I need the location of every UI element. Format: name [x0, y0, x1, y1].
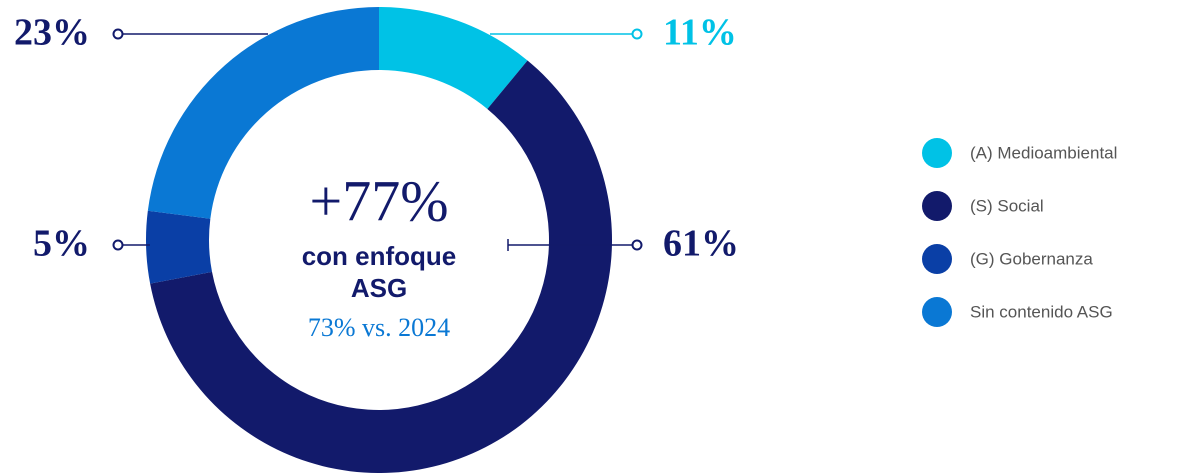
callout-dot [112, 28, 124, 40]
donut-segment [150, 60, 613, 474]
donut-segment [379, 7, 528, 110]
value-label: 11% [663, 12, 737, 54]
legend-swatch [922, 138, 952, 168]
callout-dot [631, 28, 643, 40]
donut-segment [145, 210, 213, 284]
value-label: 5% [33, 223, 90, 265]
legend-swatch [922, 191, 952, 221]
center-headline: +77% [309, 168, 448, 233]
legend-swatch [922, 297, 952, 327]
legend-label: (G) Gobernanza [970, 249, 1093, 268]
legend-label: (A) Medioambiental [970, 143, 1117, 162]
center-text: con enfoque [302, 241, 457, 271]
legend-label: (S) Social [970, 196, 1044, 215]
value-label: 23% [14, 12, 90, 54]
legend-swatch [922, 244, 952, 274]
center-text: ASG [351, 273, 407, 303]
donut-segment [147, 7, 379, 219]
callout-dot [631, 239, 643, 251]
callout-dot [112, 239, 124, 251]
center-comparison: 73% vs. 2024 [308, 313, 450, 342]
value-label: 61% [663, 223, 739, 265]
legend-label: Sin contenido ASG [970, 302, 1113, 321]
